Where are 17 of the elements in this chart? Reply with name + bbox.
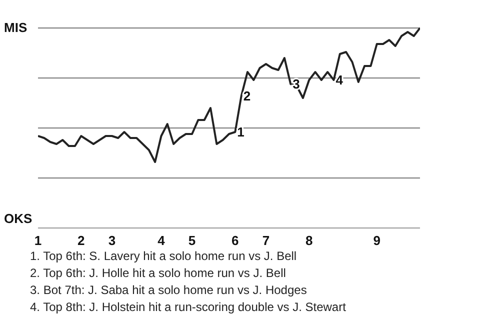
text: MIS bbox=[4, 20, 28, 35]
text: OKS bbox=[4, 211, 32, 226]
annotation: 1 bbox=[237, 124, 244, 140]
x-tick-label: 2 bbox=[78, 233, 85, 248]
text: 4. Top 8th: J. Holstein hit a run-scoring double vs J. Stewart bbox=[30, 299, 347, 316]
text: 3. Bot 7th: J. Saba hit a solo home run vs J. Hodges bbox=[30, 282, 308, 299]
x-tick-label: 5 bbox=[188, 233, 196, 248]
x-tick-label: 1 bbox=[34, 233, 42, 248]
x-tick-label: 4 bbox=[158, 233, 166, 248]
x-tick-label: 3 bbox=[108, 233, 116, 248]
text: 1. Top 6th: S. Lavery hit a solo home run vs J. Bell bbox=[30, 248, 298, 265]
x-tick-label: 7 bbox=[262, 233, 270, 248]
x-tick-label: 8 bbox=[305, 233, 313, 248]
text: 2. Top 6th: J. Holle hit a solo home run vs J. Bell bbox=[30, 265, 287, 282]
x-tick-label: 9 bbox=[373, 233, 380, 248]
annotation: 2 bbox=[243, 88, 251, 104]
x-tick-label: 6 bbox=[232, 233, 239, 248]
